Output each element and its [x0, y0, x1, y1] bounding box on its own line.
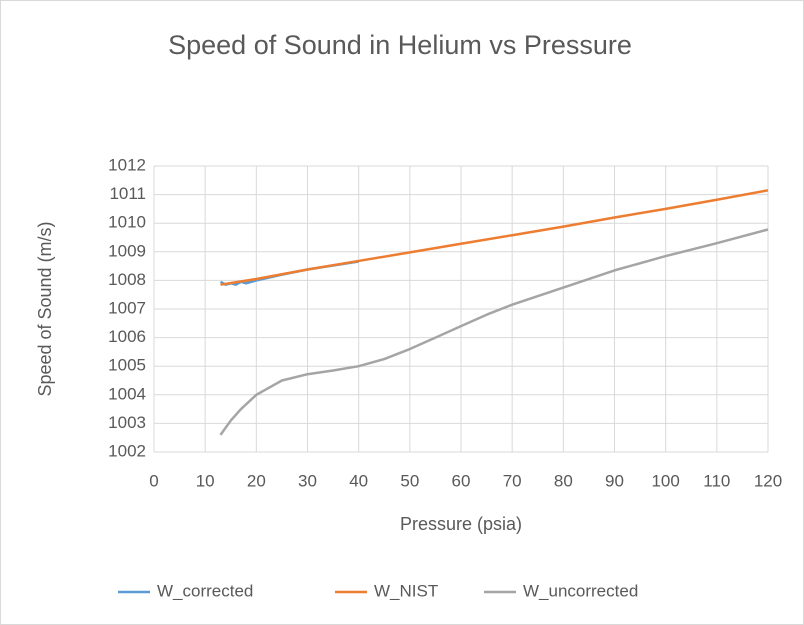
- y-tick-label: 1007: [108, 298, 146, 317]
- x-tick-label: 50: [400, 471, 419, 490]
- x-tick-label: 110: [703, 471, 730, 490]
- y-tick-label: 1002: [108, 441, 146, 460]
- x-tick-label: 80: [554, 471, 573, 490]
- x-tick-label: 60: [452, 471, 471, 490]
- chart-title: Speed of Sound in Helium vs Pressure: [168, 30, 632, 60]
- y-axis-label: Speed of Sound (m/s): [35, 221, 55, 396]
- x-tick-label: 70: [503, 471, 522, 490]
- x-tick-label: 30: [298, 471, 317, 490]
- y-tick-label: 1003: [108, 413, 146, 432]
- legend-label: W_uncorrected: [523, 581, 638, 600]
- y-tick-label: 1010: [108, 213, 146, 232]
- x-tick-label: 40: [349, 471, 368, 490]
- y-tick-label: 1005: [108, 356, 146, 375]
- x-tick-label: 90: [605, 471, 624, 490]
- x-tick-label: 0: [149, 471, 158, 490]
- y-tick-label: 1006: [108, 327, 146, 346]
- series-line: [219, 228, 769, 436]
- legend-label: W_corrected: [157, 581, 253, 600]
- y-tick-label: 1004: [108, 384, 146, 403]
- y-tick-label: 1008: [108, 270, 146, 289]
- x-tick-label: 20: [247, 471, 266, 490]
- y-tick-label: 1009: [108, 241, 146, 260]
- y-tick-label: 1011: [109, 184, 146, 203]
- x-tick-label: 120: [754, 471, 782, 490]
- y-tick-label: 1012: [108, 155, 146, 174]
- legend-label: W_NIST: [374, 581, 438, 600]
- x-tick-label: 10: [196, 471, 215, 490]
- series-line: [220, 189, 769, 286]
- x-axis-label: Pressure (psia): [400, 514, 522, 534]
- x-tick-label: 100: [651, 471, 679, 490]
